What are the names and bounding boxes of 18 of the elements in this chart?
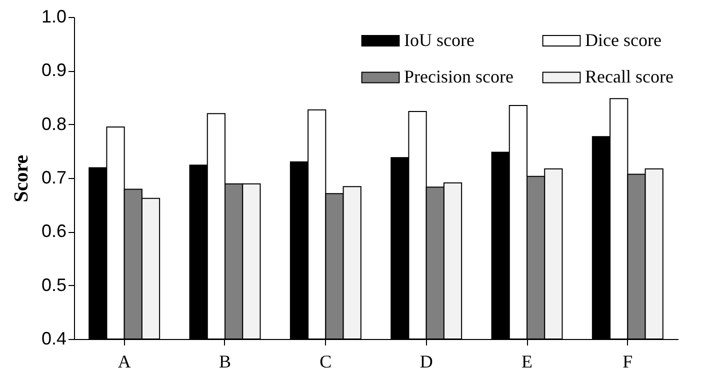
legend-label: Recall score	[585, 66, 674, 86]
x-tick-label: D	[420, 352, 433, 372]
x-tick-label: A	[118, 352, 131, 372]
y-axis-title: Score	[10, 154, 32, 202]
legend-label: Precision score	[404, 66, 514, 86]
legend-label: IoU score	[404, 30, 474, 50]
y-tick-label: 0.4	[41, 328, 66, 348]
y-tick-label: 0.8	[41, 114, 66, 134]
y-tick-label: 0.6	[41, 221, 66, 242]
y-tick-label: 0.7	[41, 168, 66, 188]
y-tick-label: 0.9	[41, 60, 66, 80]
x-tick-label: F	[622, 352, 633, 372]
legend-label: Dice score	[585, 30, 662, 50]
x-tick-label: B	[218, 352, 232, 372]
y-tick-label: 0.5	[41, 274, 66, 295]
x-tick-label: E	[522, 352, 532, 372]
x-tick-label: C	[320, 352, 332, 372]
y-tick-label: 1.0	[41, 6, 66, 26]
